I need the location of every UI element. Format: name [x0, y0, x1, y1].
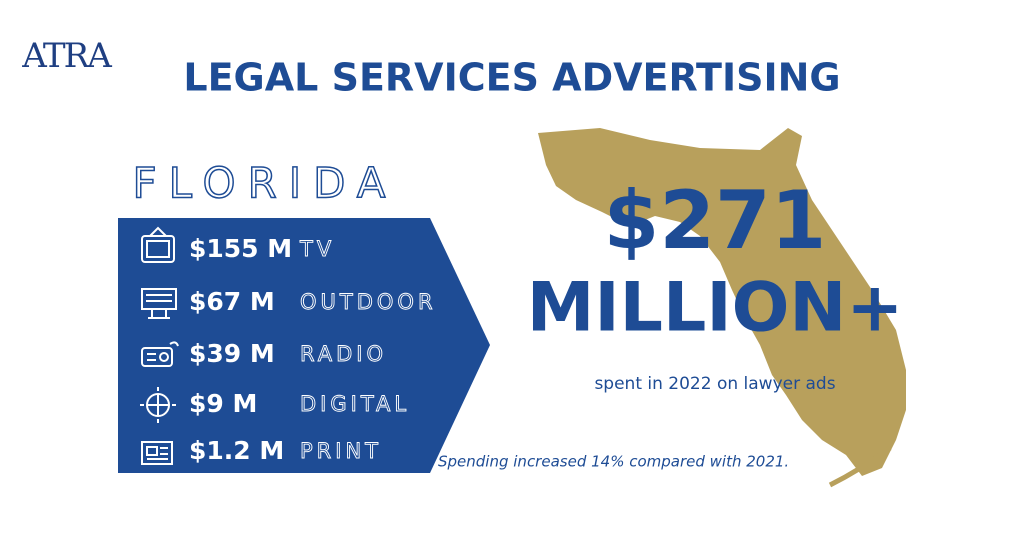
channel: TV: [299, 237, 335, 261]
total-amount: $271: [604, 174, 827, 267]
digital-icon: [140, 387, 176, 423]
amount: $9 M: [189, 389, 257, 418]
channel: DIGITAL: [300, 392, 410, 416]
channel: RADIO: [300, 342, 387, 366]
florida-keys: [828, 445, 892, 488]
list-panel: [118, 218, 490, 473]
logo: ATRA: [21, 36, 112, 76]
list: $155 M TV $67 M OUTDOOR $39 M RADIO $9 M DIGITA…: [189, 234, 437, 465]
state-name: FLORIDA: [132, 159, 397, 208]
billboard-icon: [141, 288, 177, 319]
print-icon: [141, 441, 173, 465]
florida-map: [538, 128, 906, 476]
total-caption: spent in 2022 on lawyer ads: [594, 374, 835, 394]
amount: $1.2 M: [189, 436, 284, 465]
channel: OUTDOOR: [300, 290, 437, 314]
amount: $155 M: [189, 234, 292, 263]
amount: $67 M: [189, 287, 275, 316]
radio-icon: [141, 341, 179, 367]
total-unit: MILLION+: [527, 269, 904, 348]
tv-icon: [141, 226, 175, 263]
title: LEGAL SERVICES ADVERTISING: [183, 56, 840, 100]
channel: PRINT: [300, 439, 382, 463]
note: Spending increased 14% compared with 202…: [438, 453, 789, 471]
amount: $39 M: [189, 339, 275, 368]
